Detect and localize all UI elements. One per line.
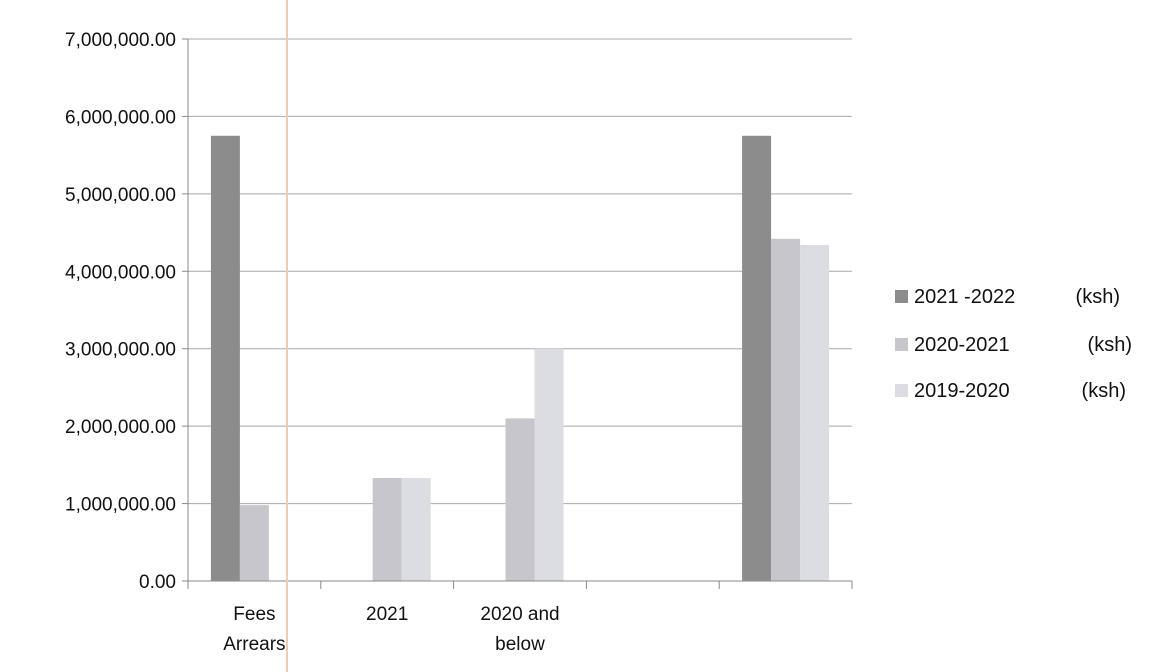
bar (800, 244, 830, 581)
legend-unit: (ksh) (1088, 334, 1132, 356)
y-tick-label: 0.00 (139, 572, 176, 593)
legend-swatch (895, 290, 908, 303)
y-tick-label: 5,000,000.00 (65, 185, 176, 206)
gridlines (188, 38, 852, 505)
bar (534, 348, 564, 581)
axes (182, 38, 853, 589)
y-tick-label: 2,000,000.00 (65, 417, 176, 438)
y-tick-label: 3,000,000.00 (65, 340, 176, 361)
legend-label: 2019-2020 (914, 380, 1010, 402)
x-tick-label: below (495, 634, 545, 655)
y-tick-label: 4,000,000.00 (65, 262, 176, 283)
legend-unit: (ksh) (1082, 380, 1126, 402)
legend-swatch (895, 338, 908, 351)
legend-label: 2020-2021 (914, 334, 1010, 356)
bar (505, 418, 535, 581)
y-tick-label: 6,000,000.00 (65, 107, 176, 128)
legend-swatch (895, 384, 908, 397)
y-tick-label: 7,000,000.00 (65, 30, 176, 51)
bar (372, 478, 402, 581)
bar (401, 478, 431, 581)
legend: 2021 -2022 (ksh) 2020-2021 (ksh) 2019-2020 (k… (895, 286, 1132, 402)
y-tick-labels: 0.00 1,000,000.00 2,000,000.00 3,000,000.00… (65, 30, 176, 593)
x-tick-label: Arrears (223, 634, 285, 655)
x-tick-label: 2021 (366, 604, 408, 625)
x-tick-labels: Fees Arrears 2021 2020 and below (223, 604, 559, 655)
legend-label: 2021 -2022 (914, 286, 1015, 308)
bar (771, 238, 801, 581)
x-tick-label: 2020 and (480, 604, 559, 625)
bar (742, 135, 772, 582)
x-tick-label: Fees (233, 604, 275, 625)
bar (239, 505, 269, 581)
legend-unit: (ksh) (1076, 286, 1120, 308)
bars (210, 135, 830, 582)
bar (210, 135, 240, 582)
y-tick-label: 1,000,000.00 (65, 495, 176, 516)
